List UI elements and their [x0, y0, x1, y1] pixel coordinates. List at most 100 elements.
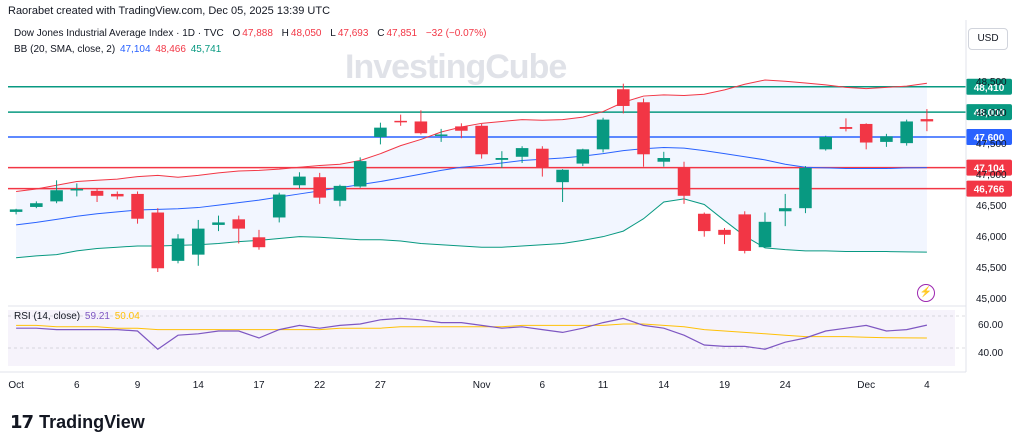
candle-body: [900, 121, 913, 144]
bb-lower-line: [16, 198, 927, 259]
change-value: −32 (−0.07%): [425, 28, 487, 39]
open-value: 47,888: [242, 28, 273, 39]
price-tick: 48,000: [976, 108, 1007, 119]
candle-body: [50, 190, 63, 202]
candle-body: [414, 121, 428, 134]
candle-body: [212, 222, 225, 225]
candle-body: [455, 126, 468, 131]
price-tick: 47,000: [976, 170, 1007, 181]
candle-body: [596, 119, 610, 150]
time-tick: 14: [193, 380, 205, 391]
bb-upper-value: 48,466: [155, 44, 186, 55]
level-label-46,766: 46,766: [974, 185, 1005, 196]
time-tick: Oct: [8, 380, 24, 391]
low-label: L: [330, 28, 336, 39]
candle-body: [576, 149, 590, 164]
candle-body: [353, 161, 367, 187]
low-value: 47,693: [337, 28, 369, 39]
time-tick: 24: [780, 380, 792, 391]
rsi-ma-value: 50.04: [114, 311, 140, 322]
rsi-label: RSI (14, close): [14, 311, 81, 322]
level-label-47,600: 47,600: [974, 133, 1005, 144]
level-label-48,410: 48,410: [974, 83, 1005, 94]
tradingview-logo-icon: 𝟭𝟳: [10, 412, 34, 432]
high-label: H: [281, 28, 289, 39]
close-label: C: [377, 28, 385, 39]
bb-label: BB (20, SMA, close, 2): [14, 44, 116, 55]
price-tick: 46,000: [976, 232, 1007, 243]
bb-band-fill: [16, 79, 927, 258]
rsi-ma-line: [16, 323, 927, 339]
candle-body: [30, 203, 43, 207]
price-tick: 47,500: [976, 139, 1007, 150]
candle-body: [151, 212, 165, 269]
candle-body: [111, 193, 124, 197]
time-tick: 14: [658, 380, 670, 391]
time-tick: 22: [314, 380, 326, 391]
close-value: 47,851: [386, 28, 418, 39]
candle-body: [515, 148, 529, 157]
bb-lower-value: 45,741: [190, 44, 222, 55]
time-tick: 9: [135, 380, 141, 391]
price-tick: 45,000: [976, 294, 1007, 305]
candle-body: [778, 208, 792, 212]
candle-body: [839, 127, 853, 129]
time-tick: Dec: [857, 380, 875, 391]
candle-body: [131, 193, 144, 219]
time-tick: 11: [598, 380, 609, 391]
rsi-value: 59.21: [84, 311, 110, 322]
candle-body: [475, 125, 488, 155]
candle-body: [556, 169, 569, 183]
candle-body: [920, 119, 934, 122]
price-tick: 45,500: [976, 263, 1007, 274]
high-value: 48,050: [290, 28, 322, 39]
level-tag-47,104: [966, 159, 1012, 176]
rsi-legend: RSI (14, close) 59.21 50.04: [14, 311, 142, 322]
candle-body: [272, 194, 286, 218]
chart-credit: Raorabet created with TradingView.com, D…: [8, 5, 331, 17]
bb-upper-line: [16, 79, 927, 192]
candle-body: [657, 158, 671, 162]
level-tag-48,410: [966, 78, 1012, 95]
time-tick: 19: [719, 380, 731, 391]
currency-button[interactable]: USD: [968, 28, 1008, 50]
price-tick: 48,500: [976, 77, 1007, 88]
candle-body: [617, 89, 630, 106]
tradingview-footer: 𝟭𝟳 TradingView: [10, 412, 145, 433]
candle-body: [738, 214, 752, 251]
level-label-48,000: 48,000: [974, 108, 1005, 119]
lightning-icon[interactable]: ⚡: [917, 284, 935, 302]
rsi-band: [8, 310, 955, 366]
candle-body: [90, 190, 104, 196]
candle-body: [859, 123, 873, 143]
candle-body: [819, 136, 832, 150]
candle-body: [232, 219, 246, 229]
candle-body: [697, 213, 711, 232]
candle-body: [495, 158, 509, 160]
price-chart[interactable]: 48,410 48,000 47,600 47,104 46,766 45,000 45,5…: [0, 0, 1024, 400]
level-label-47,104: 47,104: [974, 164, 1005, 175]
bb-mid-line: [16, 146, 927, 226]
candle-body: [880, 136, 893, 142]
time-tick: 6: [74, 380, 80, 391]
rsi-line: [16, 317, 928, 350]
candle-body: [637, 102, 650, 155]
candle-body: [333, 185, 347, 201]
level-tag-46,766: [966, 180, 1012, 197]
candle-body: [9, 209, 23, 212]
level-tag-47,600: [966, 128, 1012, 145]
open-label: O: [232, 28, 241, 39]
bb-legend: BB (20, SMA, close, 2) 47,104 48,466 45,…: [14, 44, 223, 55]
level-tag-48,000: [966, 104, 1012, 121]
candle-body: [718, 229, 731, 235]
candle-body: [677, 167, 691, 196]
rsi-tick: 40.00: [978, 348, 1003, 359]
candle-body: [394, 120, 407, 123]
time-tick: 17: [253, 380, 265, 391]
candle-body: [434, 134, 448, 136]
candle-body: [293, 176, 306, 186]
candle-body: [374, 127, 387, 137]
time-tick: Nov: [473, 380, 491, 391]
rsi-tick: 60.00: [978, 320, 1003, 331]
candle-body: [536, 148, 549, 168]
